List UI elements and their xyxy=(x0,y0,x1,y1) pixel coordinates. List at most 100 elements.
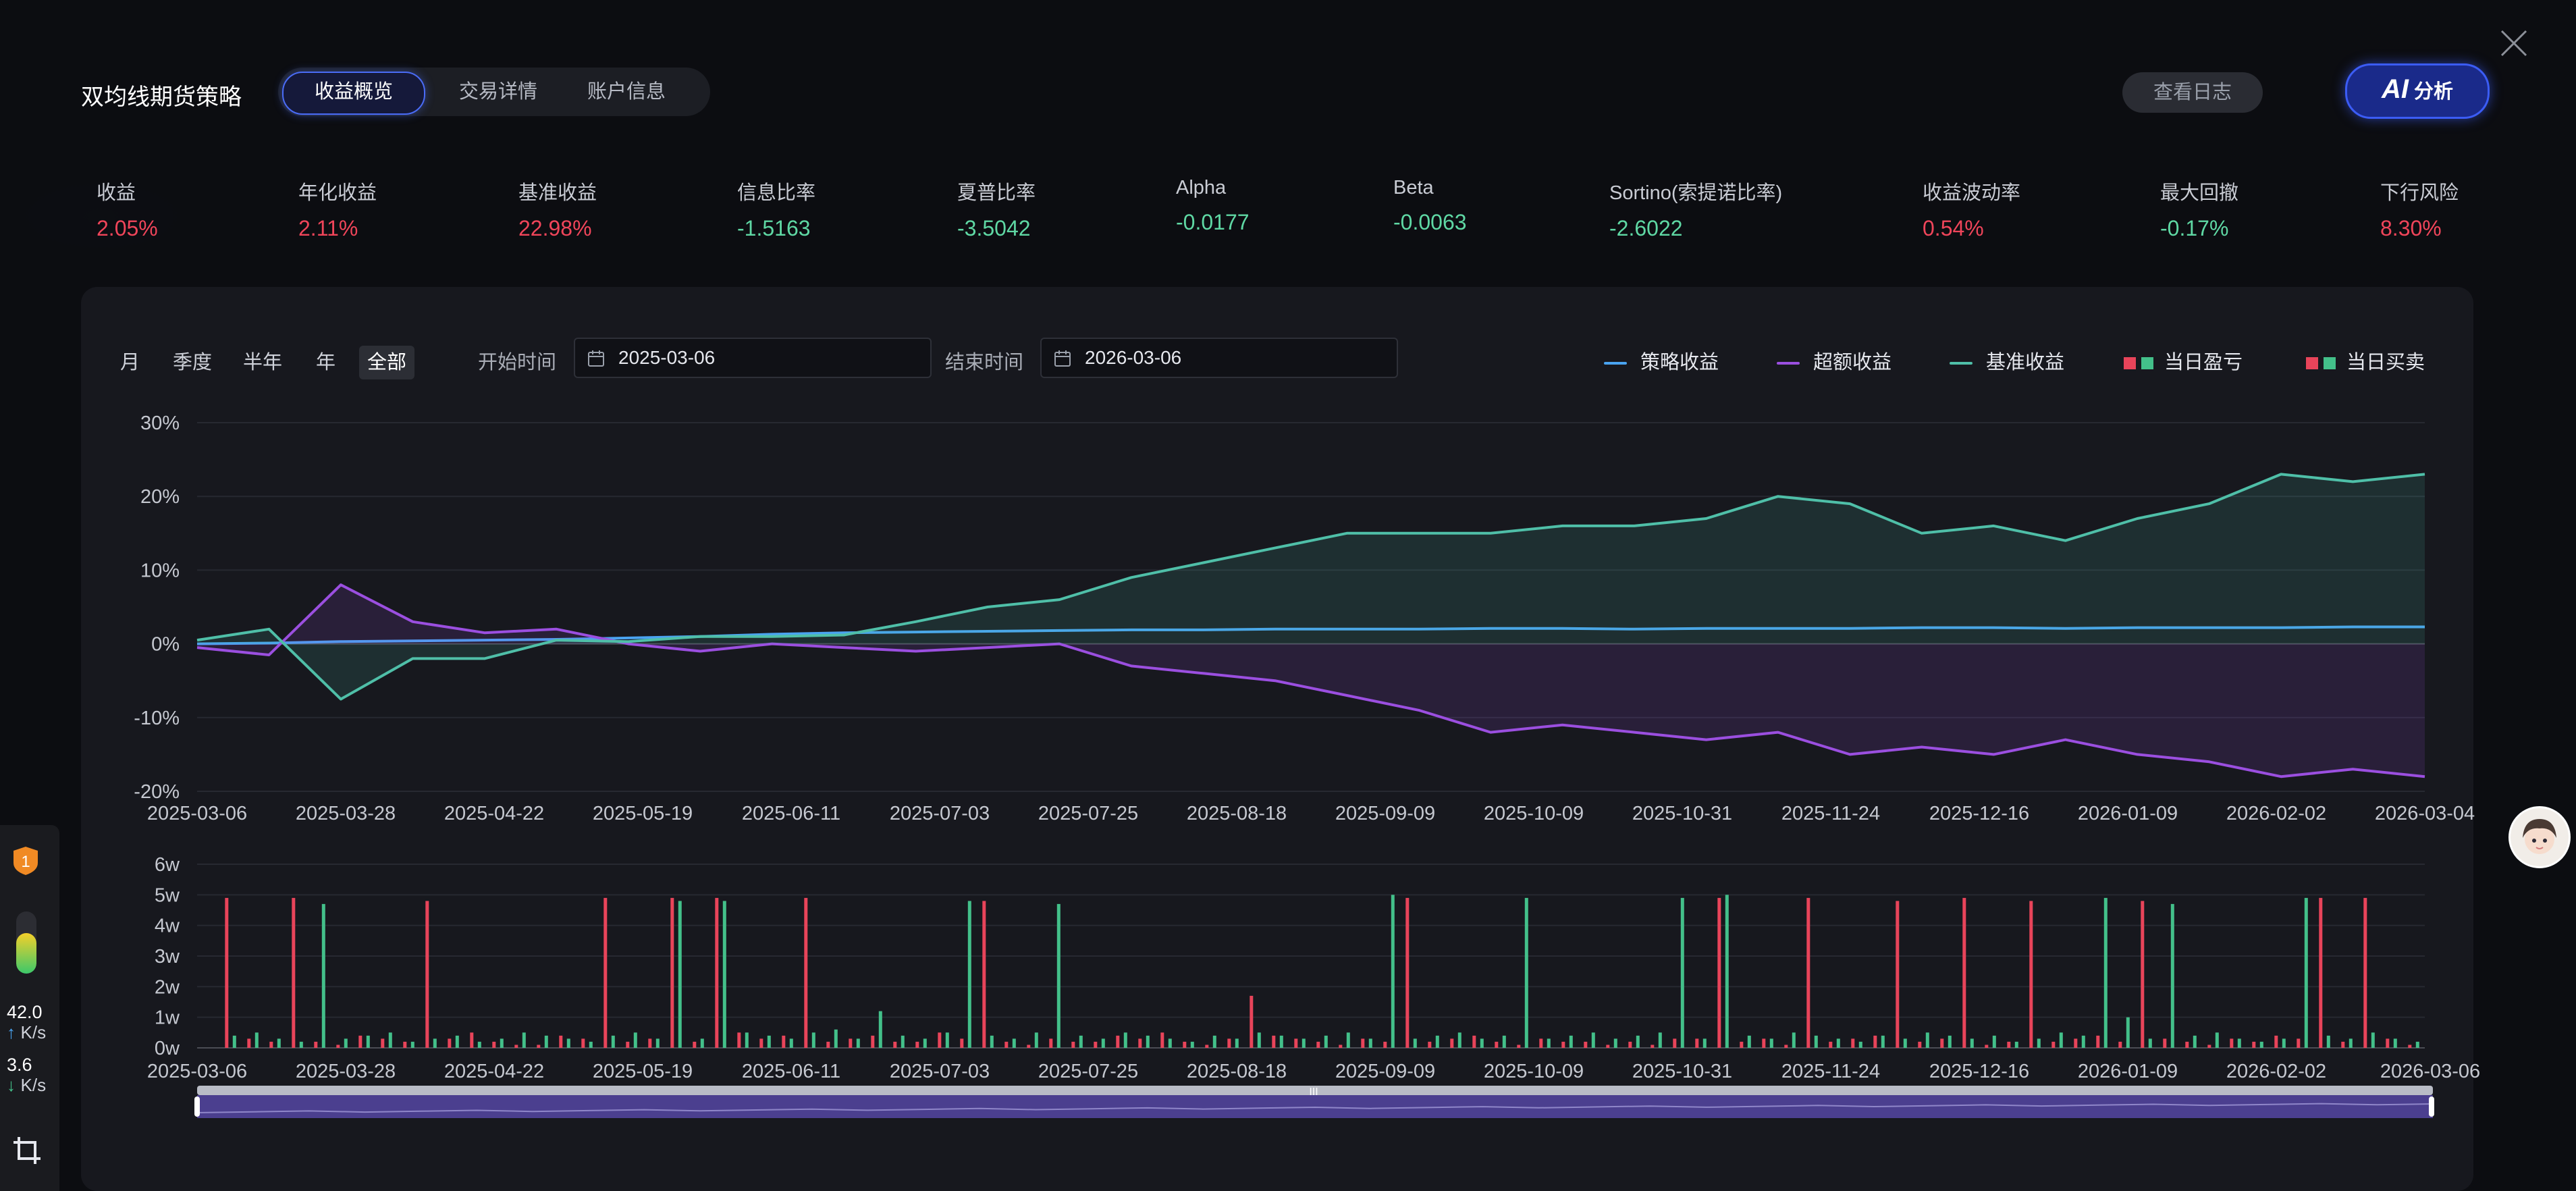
end-date-input[interactable]: 2026-03-06 xyxy=(1040,338,1398,378)
bar-down xyxy=(1524,897,1528,1048)
legend-daily-pnl[interactable]: 当日盈亏 xyxy=(2124,346,2243,379)
bar-down xyxy=(745,1032,749,1048)
bar-up xyxy=(1896,901,1900,1048)
x-tick-label: 2025-04-22 xyxy=(444,803,544,824)
x-tick-label: 2025-08-18 xyxy=(1187,1061,1287,1082)
shield-badge-icon[interactable]: 1 xyxy=(12,845,39,876)
bar-up xyxy=(2386,1038,2390,1048)
y-tick-label: 30% xyxy=(140,413,180,434)
bar-up xyxy=(537,1044,541,1048)
bar-up xyxy=(826,1041,830,1048)
stat-item: 最大回撤 -0.17% xyxy=(2160,177,2238,241)
bar-down xyxy=(1836,1038,1840,1048)
calendar-icon xyxy=(588,350,604,367)
bar-down xyxy=(1903,1038,1907,1048)
bar-up xyxy=(1740,1041,1744,1048)
bar-down xyxy=(344,1038,348,1048)
bar-up xyxy=(871,1035,875,1048)
tab-overview[interactable]: 收益概览 xyxy=(282,72,425,115)
bar-down xyxy=(2103,897,2108,1048)
bar-up xyxy=(292,897,296,1048)
bar-up xyxy=(403,1041,407,1048)
bar-up xyxy=(1584,1041,1588,1048)
period-quarter[interactable]: 季度 xyxy=(173,352,213,373)
period-all[interactable]: 全部 xyxy=(359,346,415,379)
legend-square-icon xyxy=(2141,357,2153,370)
x-tick-label: 2025-11-24 xyxy=(1781,1061,1880,1082)
bar-up xyxy=(603,897,608,1048)
tab-trade-details[interactable]: 交易详情 xyxy=(458,81,537,103)
bar-up xyxy=(759,1038,763,1048)
bar-up xyxy=(1918,1041,1922,1048)
legend-line-icon xyxy=(1777,362,1800,365)
bar-down xyxy=(901,1035,905,1048)
y-tick-label: 4w xyxy=(155,916,180,937)
period-year[interactable]: 年 xyxy=(316,352,336,373)
bar-down xyxy=(1858,1041,1862,1048)
stat-value: -0.17% xyxy=(2160,216,2229,240)
series-line-excess xyxy=(196,583,2425,778)
bar-up xyxy=(1873,1035,1877,1048)
bar-up xyxy=(626,1041,630,1048)
x-tick-label: 2025-10-09 xyxy=(1484,1061,1584,1082)
stat-value: 22.98% xyxy=(518,216,592,240)
bar-up xyxy=(581,1038,585,1048)
bar-up xyxy=(915,1041,919,1048)
bar-up xyxy=(2118,1041,2122,1048)
bar-up xyxy=(2297,1038,2301,1048)
bar-down xyxy=(1034,1032,1038,1048)
bar-up xyxy=(1472,1035,1476,1048)
legend-excess[interactable]: 超额收益 xyxy=(1777,346,1891,379)
stat-value: 8.30% xyxy=(2380,216,2442,240)
view-log-button[interactable]: 查看日志 xyxy=(2122,72,2263,113)
stat-label: 下行风险 xyxy=(2380,182,2459,204)
assistant-avatar[interactable] xyxy=(2508,806,2571,868)
bar-down xyxy=(589,1041,593,1048)
bar-down xyxy=(2126,1017,2130,1048)
bar-down xyxy=(2304,897,2308,1048)
legend-daily-trade-label: 当日买卖 xyxy=(2346,352,2425,373)
x-tick-label: 2025-09-09 xyxy=(1335,1061,1435,1082)
crop-icon[interactable] xyxy=(11,1134,43,1167)
upload-unit: ↑ K/s xyxy=(7,1022,47,1042)
legend-benchmark[interactable]: 基准收益 xyxy=(1950,346,2064,379)
legend-square-icon xyxy=(2324,357,2336,370)
legend-strategy[interactable]: 策略收益 xyxy=(1604,346,1719,379)
bar-down xyxy=(1012,1038,1016,1048)
legend-daily-trade[interactable]: 当日买卖 xyxy=(2306,346,2425,379)
bar-up xyxy=(1116,1035,1120,1048)
bar-up xyxy=(2141,901,2145,1048)
bar-down xyxy=(767,1035,771,1048)
left-dock: 1 42.0 ↑ K/s 3.6 ↓ K/s xyxy=(0,825,59,1191)
bar-up xyxy=(1071,1041,1075,1048)
x-tick-label: 2025-10-09 xyxy=(1484,803,1584,824)
bar-up xyxy=(1183,1041,1187,1048)
period-month[interactable]: 月 xyxy=(120,352,140,373)
bar-up xyxy=(1205,1044,1209,1048)
x-tick-label: 2026-03-06 xyxy=(2380,1061,2480,1082)
bar-up xyxy=(1272,1035,1276,1048)
bar-up xyxy=(982,901,986,1048)
bar-up xyxy=(2007,1041,2011,1048)
bar-up xyxy=(1294,1038,1298,1048)
x-tick-label: 2026-01-09 xyxy=(2078,803,2178,824)
series-line-benchmark xyxy=(196,473,2425,701)
bar-down xyxy=(1368,1038,1372,1048)
bar-up xyxy=(2051,1041,2056,1048)
y-tick-label: 2w xyxy=(155,976,180,998)
x-tick-label: 2025-03-28 xyxy=(296,803,396,824)
bar-up xyxy=(1004,1041,1009,1048)
bar-up xyxy=(737,1032,741,1048)
ai-analysis-button[interactable]: AI 分析 xyxy=(2345,63,2490,119)
start-date-input[interactable]: 2025-03-06 xyxy=(574,338,932,378)
bar-up xyxy=(1049,1038,1053,1048)
bar-down xyxy=(2237,1038,2241,1048)
bar-down xyxy=(1925,1032,1929,1048)
stat-item: Beta -0.0063 xyxy=(1393,177,1467,235)
stat-value: -1.5163 xyxy=(737,216,811,240)
tab-account-info[interactable]: 账户信息 xyxy=(587,81,666,103)
period-half-year[interactable]: 半年 xyxy=(243,352,283,373)
close-icon[interactable] xyxy=(2498,27,2530,59)
y-tick-label: 3w xyxy=(155,946,180,968)
stat-value: 0.54% xyxy=(1923,216,1984,240)
